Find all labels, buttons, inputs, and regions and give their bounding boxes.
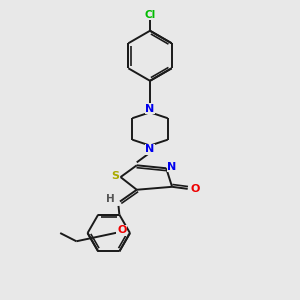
Text: N: N (146, 104, 154, 114)
Text: O: O (117, 225, 126, 235)
Text: O: O (190, 184, 200, 194)
Text: Cl: Cl (144, 10, 156, 20)
Text: N: N (146, 144, 154, 154)
Text: H: H (106, 194, 115, 204)
Text: S: S (111, 171, 119, 181)
Text: N: N (167, 162, 177, 172)
